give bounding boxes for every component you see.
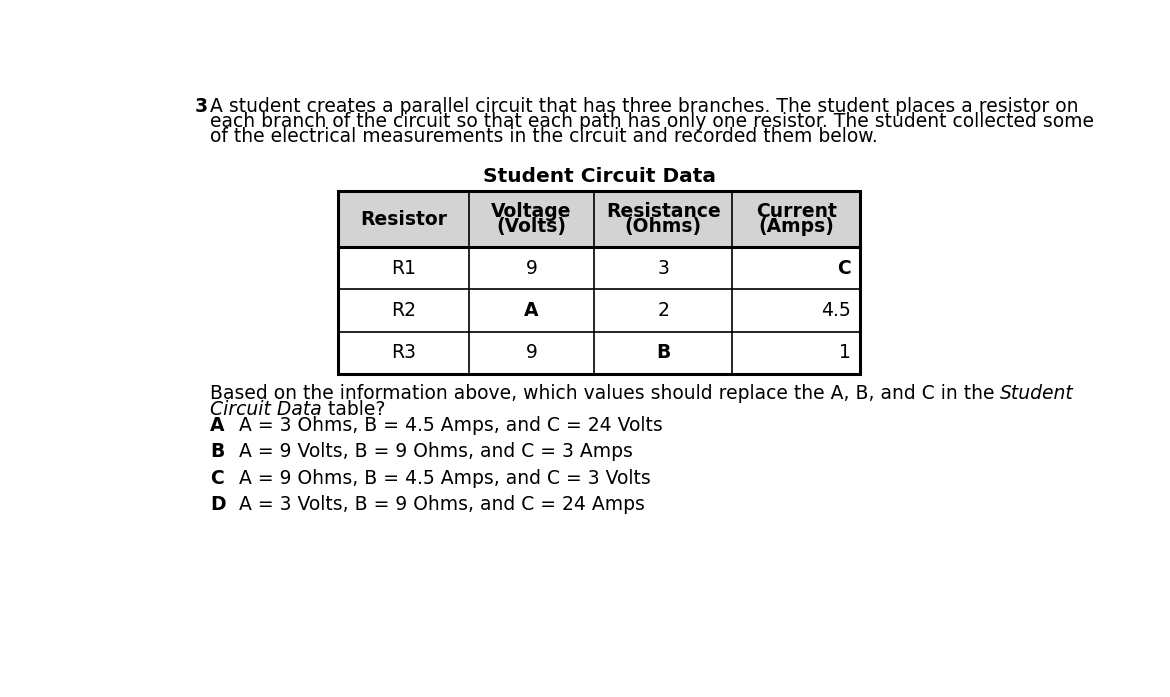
Bar xyxy=(469,289,594,332)
Bar xyxy=(338,247,469,289)
Text: Student: Student xyxy=(1000,384,1074,403)
Text: 9: 9 xyxy=(525,259,537,277)
Bar xyxy=(338,332,469,374)
Text: 1: 1 xyxy=(839,343,851,362)
Text: B: B xyxy=(209,443,225,461)
Bar xyxy=(732,289,860,332)
Text: Resistor: Resistor xyxy=(360,210,447,229)
Text: (Ohms): (Ohms) xyxy=(625,217,702,236)
Text: R1: R1 xyxy=(391,259,417,277)
Bar xyxy=(338,192,469,247)
Text: 2: 2 xyxy=(658,301,669,320)
Bar xyxy=(594,332,732,374)
Text: A student creates a parallel circuit that has three branches. The student places: A student creates a parallel circuit tha… xyxy=(209,98,1079,116)
Text: Resistance: Resistance xyxy=(606,202,721,221)
Bar xyxy=(338,192,860,374)
Text: A: A xyxy=(524,301,538,320)
Text: 3: 3 xyxy=(194,98,207,116)
Text: each branch of the circuit so that each path has only one resistor. The student : each branch of the circuit so that each … xyxy=(209,112,1094,131)
Text: 9: 9 xyxy=(525,343,537,362)
Bar xyxy=(469,332,594,374)
Bar xyxy=(469,247,594,289)
Text: 4.5: 4.5 xyxy=(821,301,851,320)
Bar xyxy=(732,192,860,247)
Text: A = 9 Volts, B = 9 Ohms, and C = 3 Amps: A = 9 Volts, B = 9 Ohms, and C = 3 Amps xyxy=(227,443,633,461)
Text: Student Circuit Data: Student Circuit Data xyxy=(483,167,716,186)
Text: Voltage: Voltage xyxy=(491,202,572,221)
Bar xyxy=(594,192,732,247)
Text: (Amps): (Amps) xyxy=(758,217,834,236)
Text: A = 3 Volts, B = 9 Ohms, and C = 24 Amps: A = 3 Volts, B = 9 Ohms, and C = 24 Amps xyxy=(227,495,645,514)
Text: table?: table? xyxy=(322,400,385,419)
Bar xyxy=(594,289,732,332)
Bar xyxy=(469,192,594,247)
Text: C: C xyxy=(837,259,851,277)
Text: 3: 3 xyxy=(658,259,669,277)
Text: R3: R3 xyxy=(391,343,417,362)
Text: C: C xyxy=(209,468,223,488)
Text: B: B xyxy=(656,343,670,362)
Text: A = 9 Ohms, B = 4.5 Amps, and C = 3 Volts: A = 9 Ohms, B = 4.5 Amps, and C = 3 Volt… xyxy=(227,468,651,488)
Text: Circuit Data: Circuit Data xyxy=(209,400,322,419)
Bar xyxy=(732,247,860,289)
Text: D: D xyxy=(209,495,226,514)
Text: (Volts): (Volts) xyxy=(496,217,566,236)
Text: of the electrical measurements in the circuit and recorded them below.: of the electrical measurements in the ci… xyxy=(209,127,877,146)
Text: A: A xyxy=(209,416,225,436)
Bar xyxy=(338,289,469,332)
Bar xyxy=(732,332,860,374)
Text: R2: R2 xyxy=(391,301,417,320)
Text: A = 3 Ohms, B = 4.5 Amps, and C = 24 Volts: A = 3 Ohms, B = 4.5 Amps, and C = 24 Vol… xyxy=(227,416,662,436)
Bar xyxy=(594,247,732,289)
Text: Based on the information above, which values should replace the A, B, and C in t: Based on the information above, which va… xyxy=(209,384,1000,403)
Text: Current: Current xyxy=(756,202,837,221)
